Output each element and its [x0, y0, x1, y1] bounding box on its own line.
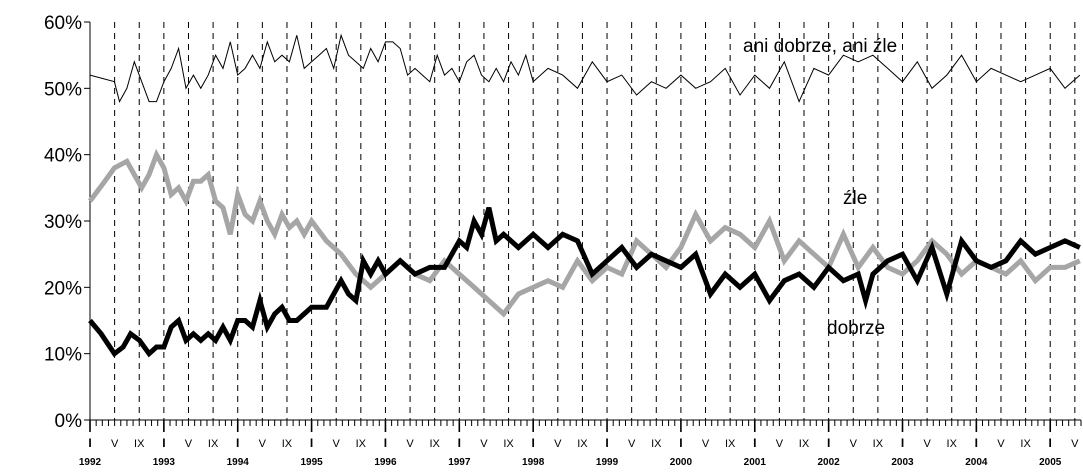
year-label: 1995 [300, 457, 323, 468]
month-label: IX [282, 438, 293, 450]
month-label: V [554, 438, 562, 450]
year-label: 1998 [522, 457, 545, 468]
month-label: I [162, 436, 165, 450]
y-tick-label: 40% [44, 146, 82, 167]
month-label: IX [577, 438, 588, 450]
y-tick-label: 10% [44, 345, 82, 366]
month-label: V [1071, 438, 1079, 450]
label-zle: źle [843, 188, 867, 209]
y-tick-label: 0% [55, 411, 83, 432]
month-label: V [185, 438, 193, 450]
month-label: V [406, 438, 414, 450]
y-tick-label: 30% [44, 212, 82, 233]
month-label: V [850, 438, 858, 450]
month-label: V [111, 438, 119, 450]
month-label: IX [651, 438, 662, 450]
month-label: V [259, 438, 267, 450]
month-label: IX [134, 438, 145, 450]
month-label: I [975, 436, 978, 450]
month-label: I [679, 436, 682, 450]
month-label: I [901, 436, 904, 450]
month-label: IX [429, 438, 440, 450]
year-label: 2002 [818, 457, 841, 468]
year-label: 2000 [670, 457, 693, 468]
year-label: 1994 [227, 457, 250, 468]
month-label: IX [1020, 438, 1031, 450]
x-axis: I V IX 1992 I V IX 1993 I V IX 1994 I V IX 1995 I V IX 1996… [79, 419, 1082, 468]
year-label: 2004 [965, 457, 988, 468]
y-tick-label: 50% [44, 79, 82, 100]
month-label: I [605, 436, 608, 450]
year-label: 1993 [153, 457, 176, 468]
y-axis: 0% 10% 20% 30% 40% 50% 60% [44, 13, 91, 432]
month-label: V [997, 438, 1005, 450]
label-ani-dobrze-ani-zle: ani dobrze, ani źle [743, 36, 897, 57]
y-tick-label: 60% [44, 13, 82, 34]
month-label: V [628, 438, 636, 450]
month-label: V [480, 438, 488, 450]
month-label: I [753, 436, 756, 450]
series-line-2 [87, 148, 1081, 318]
month-label: IX [873, 438, 884, 450]
y-tick-label: 20% [44, 278, 82, 299]
year-label: 1996 [374, 457, 397, 468]
series-lines [87, 33, 1081, 358]
month-label: I [310, 436, 313, 450]
month-label: IX [208, 438, 219, 450]
series-line-3 [88, 207, 1081, 358]
month-label: IX [503, 438, 514, 450]
year-label: 2005 [1039, 457, 1062, 468]
year-label: 1999 [596, 457, 619, 468]
label-dobrze: dobrze [827, 318, 885, 339]
month-label: I [384, 436, 387, 450]
month-label: I [236, 436, 239, 450]
month-label: V [333, 438, 341, 450]
series-labels: ani dobrze, ani źle źle dobrze [743, 36, 897, 339]
month-label: I [88, 436, 91, 450]
month-label: V [776, 438, 784, 450]
month-label: IX [725, 438, 736, 450]
month-label: I [827, 436, 830, 450]
month-label: I [458, 436, 461, 450]
year-label: 1992 [79, 457, 102, 468]
month-label: IX [799, 438, 810, 450]
year-label: 2001 [744, 457, 767, 468]
year-label: 1997 [448, 457, 471, 468]
month-label: IX [947, 438, 958, 450]
series-line-1 [89, 33, 1081, 103]
month-label: I [1049, 436, 1052, 450]
vertical-gridlines [114, 22, 1076, 420]
month-label: V [702, 438, 710, 450]
year-label: 2003 [891, 457, 914, 468]
month-label: V [923, 438, 931, 450]
month-label: I [532, 436, 535, 450]
month-label: IX [356, 438, 367, 450]
